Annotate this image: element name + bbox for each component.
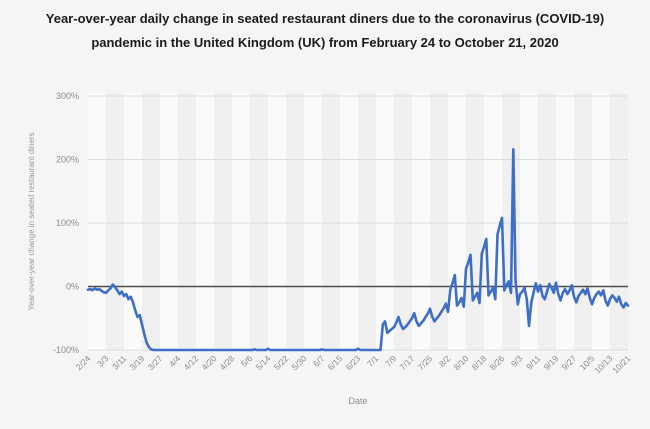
- plot-stripe: [178, 93, 196, 350]
- x-tick-label: 3/27: [146, 353, 165, 372]
- x-tick-label: 10/21: [610, 353, 632, 375]
- plot-stripe: [538, 93, 556, 350]
- plot-stripe: [196, 93, 214, 350]
- x-tick-label: 4/20: [200, 353, 219, 372]
- plot-stripe: [322, 93, 340, 350]
- data-line-series: [86, 148, 630, 352]
- plot-stripe: [430, 93, 448, 350]
- x-tick-label: 9/19: [542, 353, 561, 372]
- x-tick-label: 8/10: [452, 353, 471, 372]
- plot-stripe: [394, 93, 412, 350]
- plot-stripe: [304, 93, 322, 350]
- plot-stripe: [556, 93, 574, 350]
- plot-stripe: [142, 93, 160, 350]
- x-tick-label: 9/27: [560, 353, 579, 372]
- x-tick-label: 4/28: [218, 353, 237, 372]
- y-tick-label: -100%: [53, 345, 79, 355]
- x-tick-label: 10/13: [592, 353, 614, 375]
- x-tick-label: 5/22: [272, 353, 291, 372]
- plot-stripe: [268, 93, 286, 350]
- x-tick-label: 6/7: [311, 353, 327, 369]
- x-tick-label: 7/17: [398, 353, 417, 372]
- y-tick-label: 300%: [56, 91, 79, 101]
- x-tick-label: 3/19: [128, 353, 147, 372]
- x-tick-label: 7/25: [416, 353, 435, 372]
- plot-stripe: [376, 93, 394, 350]
- plot-stripe: [574, 93, 592, 350]
- x-tick-label: 3/3: [95, 353, 111, 369]
- x-tick-label: 4/4: [167, 353, 183, 369]
- plot-stripe: [232, 93, 250, 350]
- chart-title: Year-over-year daily change in seated re…: [45, 11, 605, 50]
- x-tick-label: 8/26: [488, 353, 507, 372]
- x-tick-label: 7/1: [365, 353, 381, 369]
- y-tick-label: 200%: [56, 155, 79, 165]
- plot-stripe: [214, 93, 232, 350]
- x-tick-label: 7/9: [383, 353, 399, 369]
- plot-stripe: [610, 93, 628, 350]
- plot-stripe: [592, 93, 610, 350]
- plot-stripe: [106, 93, 124, 350]
- plot-stripe: [466, 93, 484, 350]
- x-tick-label: 4/12: [182, 353, 201, 372]
- plot-stripe: [340, 93, 358, 350]
- plot-stripe: [448, 93, 466, 350]
- y-tick-label: 100%: [56, 218, 79, 228]
- y-axis-title: Year-over-year change in seated restaura…: [27, 132, 36, 310]
- x-tick-label: 9/3: [509, 353, 525, 369]
- plot-stripe: [160, 93, 178, 350]
- x-tick-label: 8/2: [437, 353, 453, 369]
- plot-stripe: [412, 93, 430, 350]
- plot-stripe: [286, 93, 304, 350]
- x-tick-label: 5/14: [254, 353, 273, 372]
- x-tick-label: 9/11: [524, 353, 543, 372]
- x-tick-label: 3/11: [110, 353, 129, 372]
- plot-stripe: [88, 93, 106, 350]
- x-tick-label: 6/15: [326, 353, 345, 372]
- x-tick-label: 5/6: [239, 353, 255, 369]
- y-tick-label: 0%: [66, 282, 79, 292]
- x-tick-label: 8/18: [470, 353, 489, 372]
- plot-stripe: [484, 93, 502, 350]
- plot-stripe: [124, 93, 142, 350]
- x-tick-label: 2/24: [74, 353, 93, 372]
- plot-stripe: [358, 93, 376, 350]
- x-tick-label: 5/30: [290, 353, 309, 372]
- x-axis-title: Date: [348, 396, 367, 406]
- plot-stripe: [250, 93, 268, 350]
- x-tick-label: 6/23: [344, 353, 363, 372]
